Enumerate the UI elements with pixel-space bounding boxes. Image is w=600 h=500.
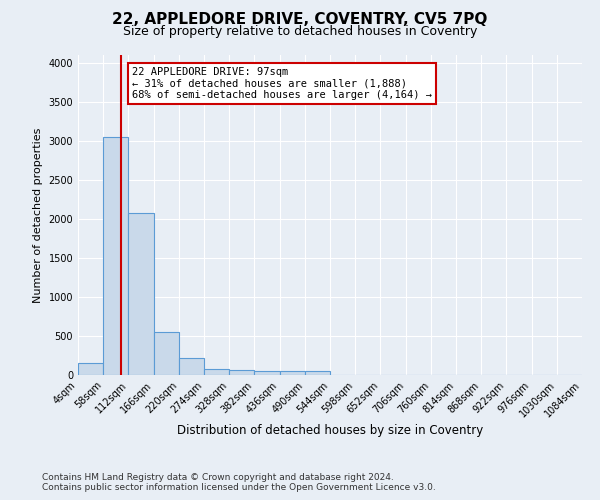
X-axis label: Distribution of detached houses by size in Coventry: Distribution of detached houses by size …: [177, 424, 483, 438]
Bar: [128, 212, 154, 375]
Y-axis label: Number of detached properties: Number of detached properties: [33, 128, 43, 302]
Bar: [78, 364, 103, 375]
Bar: [204, 369, 229, 375]
Bar: [103, 137, 128, 375]
Bar: [154, 332, 179, 375]
Bar: [179, 358, 204, 375]
Text: Size of property relative to detached houses in Coventry: Size of property relative to detached ho…: [123, 25, 477, 38]
Bar: [229, 370, 254, 375]
Bar: [254, 370, 280, 375]
Text: 22, APPLEDORE DRIVE, COVENTRY, CV5 7PQ: 22, APPLEDORE DRIVE, COVENTRY, CV5 7PQ: [112, 12, 488, 28]
Bar: [280, 371, 305, 375]
Bar: [305, 371, 330, 375]
Text: Contains HM Land Registry data © Crown copyright and database right 2024.
Contai: Contains HM Land Registry data © Crown c…: [42, 473, 436, 492]
Text: 22 APPLEDORE DRIVE: 97sqm
← 31% of detached houses are smaller (1,888)
68% of se: 22 APPLEDORE DRIVE: 97sqm ← 31% of detac…: [132, 66, 432, 100]
